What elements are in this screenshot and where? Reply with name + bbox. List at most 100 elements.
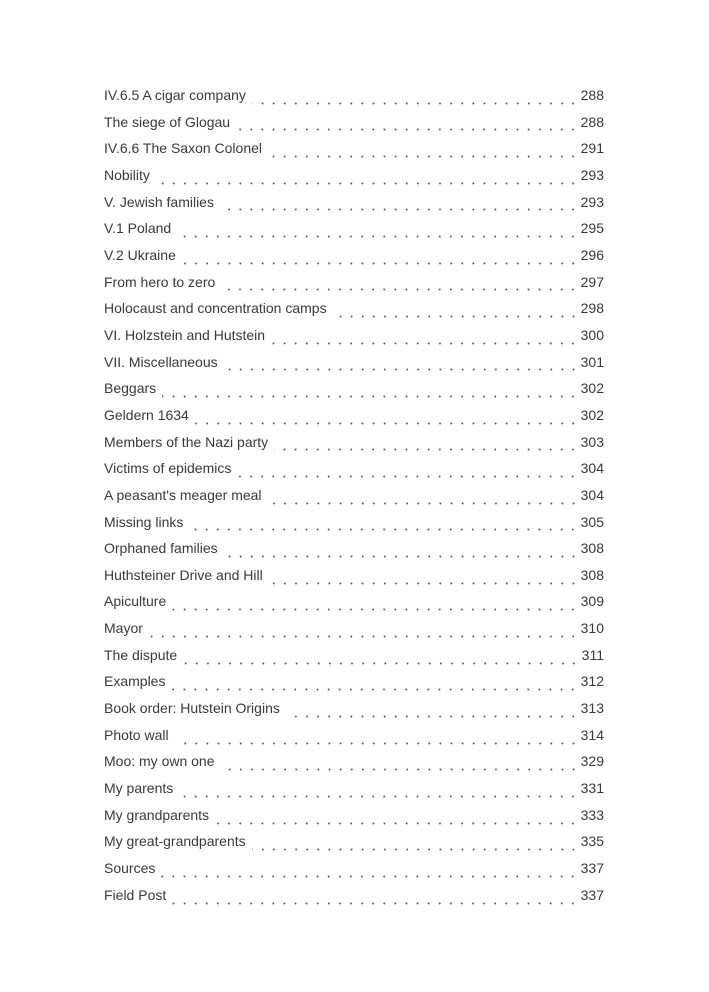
- toc-entry-page: 293: [580, 166, 604, 183]
- toc-entry[interactable]: Missing links 305: [104, 513, 604, 540]
- toc-entry[interactable]: VI. Holzstein and Hutstein 300: [104, 326, 604, 353]
- toc-entry[interactable]: IV.6.5 A cigar company 288: [104, 86, 604, 113]
- toc-entry-title: VI. Holzstein and Hutstein: [104, 326, 266, 343]
- toc-entry-page: 331: [580, 780, 604, 797]
- toc-entry-title: My great-grandparents: [104, 833, 246, 850]
- toc-entry[interactable]: Victims of epidemics 304: [104, 459, 604, 486]
- dot-leader: [268, 155, 579, 159]
- toc-entry-title: VII. Miscellaneous: [104, 353, 218, 370]
- toc-entry[interactable]: Beggars 302: [104, 379, 604, 406]
- toc-entry[interactable]: Orphaned families 308: [104, 539, 604, 566]
- toc-entry-title: Book order: Hutstein Origins: [104, 700, 280, 717]
- dot-leader: [221, 288, 579, 292]
- toc-entry-page: 335: [580, 833, 604, 850]
- toc-entry[interactable]: Nobility 293: [104, 166, 604, 193]
- toc-entry[interactable]: VII. Miscellaneous 301: [104, 353, 604, 380]
- toc-entry-title: From hero to zero: [104, 273, 216, 290]
- toc-entry-title: Field Post: [104, 886, 167, 903]
- toc-entry-page: 296: [580, 246, 604, 263]
- toc-entry-title: Sources: [104, 860, 156, 877]
- toc-entry[interactable]: Holocaust and concentration camps 298: [104, 299, 604, 326]
- toc-entry-title: Mayor: [104, 620, 143, 637]
- toc-entry-title: Geldern 1634: [104, 406, 189, 423]
- toc-entry-page: 333: [580, 806, 604, 823]
- toc-entry-page: 337: [580, 886, 604, 903]
- toc-entry-title: IV.6.6 The Saxon Colonel: [104, 140, 263, 157]
- toc-entry[interactable]: My grandparents 333: [104, 806, 604, 833]
- dot-leader: [271, 341, 579, 345]
- toc-entry[interactable]: Book order: Hutstein Origins 313: [104, 699, 604, 726]
- toc-entry-page: 309: [580, 593, 604, 610]
- toc-entry[interactable]: V. Jewish families 293: [104, 193, 604, 220]
- toc-entry-page: 293: [580, 193, 604, 210]
- toc-entry-page: 337: [580, 860, 604, 877]
- toc-entry-page: 313: [580, 700, 604, 717]
- toc-entry-title: My parents: [104, 780, 174, 797]
- dot-leader: [274, 448, 579, 452]
- toc-entry[interactable]: Members of the Nazi party 303: [104, 433, 604, 460]
- dot-leader: [332, 315, 579, 319]
- table-of-contents: IV.6.5 A cigar company 288 The siege of Gl…: [104, 86, 604, 912]
- toc-entry[interactable]: Field Post 337: [104, 886, 604, 913]
- dot-leader: [236, 128, 579, 132]
- toc-entry-page: 303: [580, 433, 604, 450]
- toc-entry[interactable]: The siege of Glogau 288: [104, 113, 604, 140]
- toc-entry-title: Moo: my own one: [104, 753, 215, 770]
- dot-leader: [179, 794, 579, 798]
- toc-entry[interactable]: Mayor 310: [104, 619, 604, 646]
- dot-leader: [189, 528, 579, 532]
- toc-entry[interactable]: Examples 312: [104, 672, 604, 699]
- dot-leader: [237, 475, 579, 479]
- toc-entry-page: 301: [580, 353, 604, 370]
- toc-entry[interactable]: Huthsteiner Drive and Hill 308: [104, 566, 604, 593]
- toc-entry-page: 297: [580, 273, 604, 290]
- toc-entry-title: Victims of epidemics: [104, 460, 232, 477]
- toc-entry-title: A peasant's meager meal: [104, 486, 262, 503]
- toc-entry[interactable]: Sources 337: [104, 859, 604, 886]
- toc-entry[interactable]: My great-grandparents 335: [104, 832, 604, 859]
- toc-entry-title: Members of the Nazi party: [104, 433, 269, 450]
- dot-leader: [171, 688, 579, 692]
- toc-entry[interactable]: The dispute 311: [104, 646, 604, 673]
- toc-entry[interactable]: Apiculture 309: [104, 592, 604, 619]
- toc-entry-title: Apiculture: [104, 593, 167, 610]
- dot-leader: [155, 181, 579, 185]
- dot-leader: [174, 741, 579, 745]
- toc-entry-page: 312: [580, 673, 604, 690]
- toc-entry-page: 291: [580, 140, 604, 157]
- toc-entry-page: 314: [580, 726, 604, 743]
- toc-entry-page: 308: [580, 540, 604, 557]
- toc-entry[interactable]: Photo wall 314: [104, 726, 604, 753]
- toc-entry-page: 302: [580, 406, 604, 423]
- toc-entry-page: 300: [580, 326, 604, 343]
- toc-entry-title: Beggars: [104, 380, 157, 397]
- toc-entry-page: 298: [580, 300, 604, 317]
- toc-entry-page: 288: [580, 113, 604, 130]
- toc-entry-title: V. Jewish families: [104, 193, 214, 210]
- dot-leader: [172, 901, 579, 905]
- dot-leader: [223, 554, 579, 558]
- toc-entry[interactable]: Geldern 1634 302: [104, 406, 604, 433]
- toc-entry-title: Missing links: [104, 513, 184, 530]
- toc-entry[interactable]: V.1 Poland 295: [104, 219, 604, 246]
- toc-entry-page: 311: [581, 646, 604, 663]
- toc-entry-title: The dispute: [104, 646, 178, 663]
- dot-leader: [162, 395, 579, 399]
- dot-leader: [219, 208, 579, 212]
- dot-leader: [181, 261, 579, 265]
- dot-leader: [194, 421, 579, 425]
- toc-entry[interactable]: IV.6.6 The Saxon Colonel 291: [104, 139, 604, 166]
- toc-entry-title: Photo wall: [104, 726, 169, 743]
- dot-leader: [220, 768, 579, 772]
- toc-entry-page: 304: [580, 460, 604, 477]
- toc-entry[interactable]: My parents 331: [104, 779, 604, 806]
- toc-entry-page: 329: [580, 753, 604, 770]
- toc-entry-title: IV.6.5 A cigar company: [104, 87, 246, 103]
- toc-entry[interactable]: A peasant's meager meal 304: [104, 486, 604, 513]
- toc-entry[interactable]: V.2 Ukraine 296: [104, 246, 604, 273]
- toc-entry[interactable]: Moo: my own one 329: [104, 752, 604, 779]
- toc-entry[interactable]: From hero to zero 297: [104, 273, 604, 300]
- toc-entry-title: My grandparents: [104, 806, 210, 823]
- dot-leader: [251, 848, 579, 852]
- dot-leader: [215, 821, 579, 825]
